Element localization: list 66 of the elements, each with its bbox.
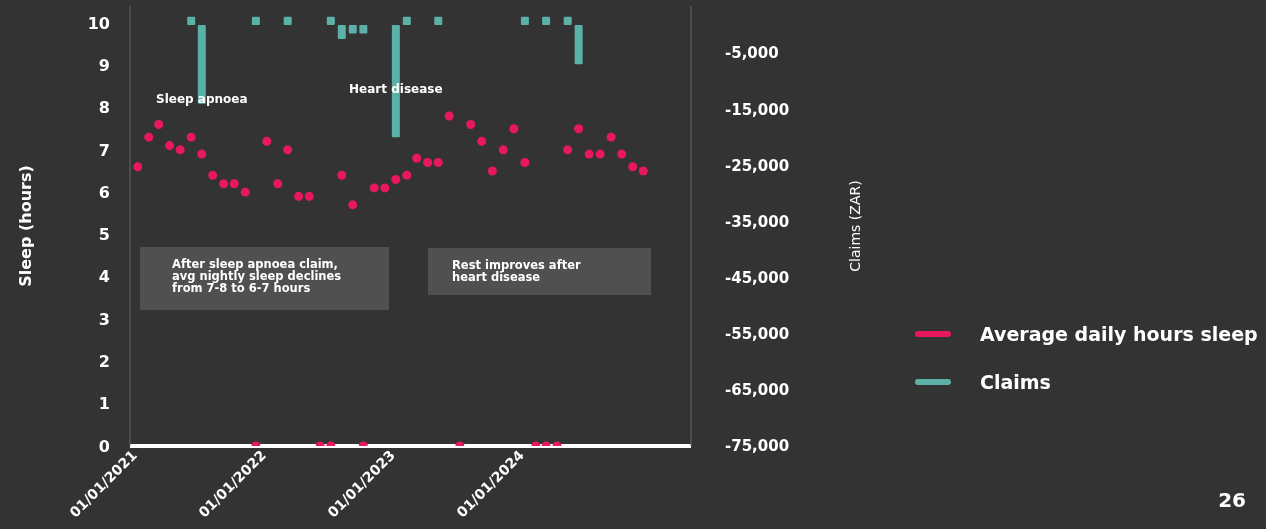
point (520, 158, 530, 168)
y2-tick-label: -55,000 (725, 325, 790, 344)
y2-tick-label: -75,000 (725, 437, 790, 456)
text: 26 (1218, 488, 1246, 512)
point (337, 170, 347, 180)
y-tick-label: 6 (98, 182, 110, 202)
point (433, 158, 443, 168)
point (240, 187, 250, 197)
point (283, 145, 293, 155)
point (165, 141, 175, 151)
point (498, 145, 508, 155)
y2-axis-title: Claims (ZAR) (847, 180, 864, 272)
point (380, 183, 390, 193)
point (219, 179, 229, 189)
y-tick-label: 9 (98, 55, 110, 75)
point (294, 191, 304, 201)
point (402, 170, 412, 180)
point (208, 170, 218, 180)
point (606, 132, 616, 142)
point (466, 119, 476, 129)
y-tick-label: 1 (98, 394, 110, 414)
y-tick-label: 7 (98, 140, 110, 160)
y2-tick-label: -45,000 (725, 268, 790, 287)
point (595, 149, 605, 159)
y-tick-label: 4 (98, 267, 110, 287)
point (628, 162, 638, 172)
annotation: Rest improves after heart disease (452, 258, 582, 284)
point (348, 200, 358, 210)
point (617, 149, 627, 159)
point (638, 166, 648, 176)
y2-tick-label: -35,000 (725, 212, 790, 231)
point (175, 145, 185, 155)
point (412, 153, 422, 163)
point (154, 119, 164, 129)
point (391, 174, 401, 184)
y2-tick-label: -5,000 (725, 44, 779, 63)
point (487, 166, 497, 176)
point (369, 183, 379, 193)
y-axis-title: Sleep (hours) (15, 165, 35, 287)
point (273, 179, 283, 189)
point (197, 149, 207, 159)
y-tick-label: 8 (98, 98, 110, 118)
legend-label: Claims (980, 371, 1051, 393)
y2-tick-label: -15,000 (725, 100, 790, 119)
y2-tick-label: -65,000 (725, 381, 790, 400)
y-tick-label: 10 (87, 13, 110, 33)
point (584, 149, 594, 159)
point (509, 124, 519, 134)
point (563, 145, 573, 155)
y-tick-label: 2 (98, 352, 110, 372)
point (144, 132, 154, 142)
point (133, 162, 143, 172)
point (186, 132, 196, 142)
point (423, 158, 433, 168)
y2-tick-label: -25,000 (725, 156, 790, 175)
y-tick-label: 0 (98, 436, 110, 456)
annotation: After sleep apnoea claim, avg nightly sleep declines from 7-8 to 6-7 hours (172, 257, 343, 295)
y-tick-label: 5 (98, 225, 110, 245)
point (574, 124, 584, 134)
legend-label: Average daily hours sleep (980, 323, 1258, 345)
point (477, 136, 487, 146)
point (262, 136, 272, 146)
point (304, 191, 314, 201)
point (444, 111, 454, 121)
point (229, 179, 239, 189)
y-tick-label: 3 (98, 309, 110, 329)
